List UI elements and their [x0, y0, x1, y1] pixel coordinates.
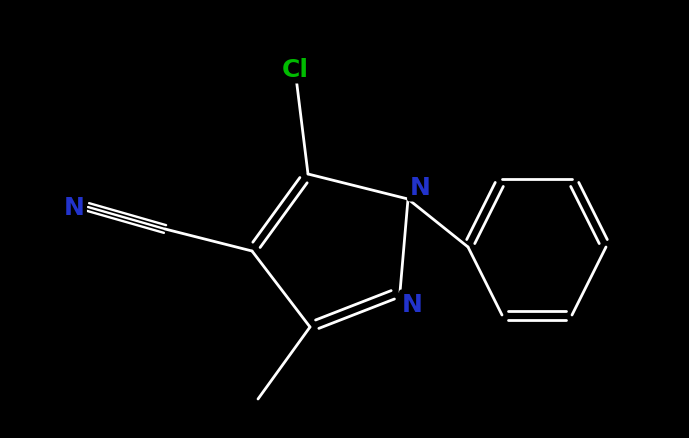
Text: N: N	[409, 176, 431, 200]
Text: N: N	[409, 176, 431, 200]
Text: N: N	[63, 195, 85, 219]
Text: Cl: Cl	[282, 58, 309, 82]
Text: Cl: Cl	[282, 58, 309, 82]
Text: N: N	[63, 195, 85, 219]
Text: N: N	[402, 292, 422, 316]
Text: N: N	[402, 292, 422, 316]
